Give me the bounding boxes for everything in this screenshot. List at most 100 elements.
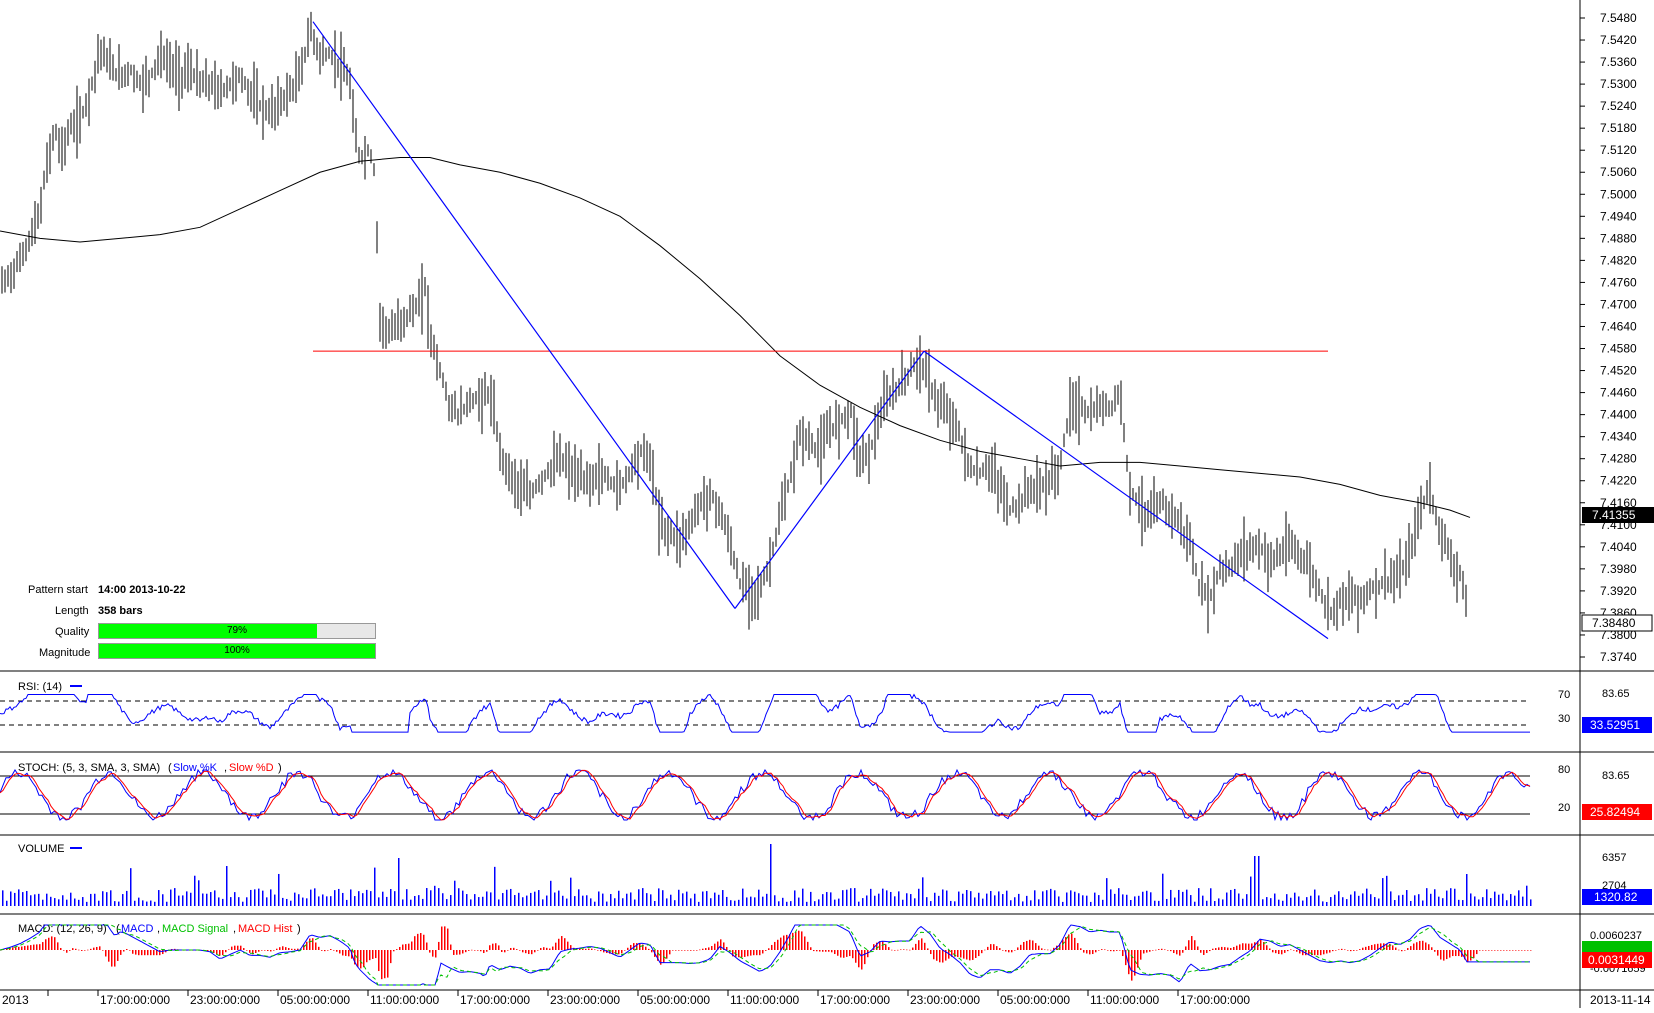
macd-hist-bar	[1314, 950, 1316, 956]
macd-hist-bar	[642, 944, 644, 950]
macd-hist-bar	[117, 950, 119, 961]
macd-hist-bar	[270, 950, 272, 952]
macd-hist-bar	[465, 950, 467, 953]
rsi-value-label: 33.52951	[1590, 718, 1640, 732]
volume-bar	[458, 888, 460, 906]
macd-hist-bar	[111, 950, 113, 967]
macd-hist-bar	[444, 926, 446, 950]
volume-bar	[1334, 894, 1336, 906]
macd-hist-bar	[1068, 934, 1070, 950]
volume-bar	[818, 899, 820, 906]
volume-bar	[1194, 901, 1196, 906]
volume-bar	[906, 893, 908, 906]
macd-hist-bar	[744, 950, 746, 957]
macd-hist-bar	[846, 950, 848, 957]
macd-hist-bar	[1296, 950, 1298, 952]
macd-hist-bar	[1257, 940, 1259, 950]
macd-hist-bar	[1365, 946, 1367, 950]
macd-hist-bar	[600, 950, 602, 952]
volume-bar	[1082, 895, 1084, 906]
volume-bar	[1506, 900, 1508, 906]
volume-bar	[1014, 897, 1016, 906]
macd-hist-bar	[1074, 937, 1076, 950]
macd-hist-bar	[597, 950, 599, 951]
volume-bar	[1246, 894, 1248, 906]
macd-hist-bar	[1107, 950, 1109, 951]
macd-hist-bar	[1479, 950, 1481, 951]
macd-hist-bar	[420, 933, 422, 950]
macd-hist-bar	[696, 950, 698, 951]
volume-bar	[854, 888, 856, 906]
macd-hist-bar	[837, 950, 839, 956]
volume-bar	[974, 897, 976, 906]
volume-bar	[878, 893, 880, 906]
macd-hist-bar	[519, 950, 521, 951]
volume-bar	[938, 895, 940, 906]
macd-hist-bar	[555, 942, 557, 950]
macd-hist-bar	[1149, 950, 1151, 952]
volume-bar	[758, 889, 760, 906]
volume-bar	[250, 889, 252, 906]
volume-bar	[1266, 897, 1268, 906]
price-tick-label: 7.3980	[1600, 562, 1637, 576]
pattern-segment	[923, 350, 1329, 640]
volume-bar	[870, 888, 872, 906]
volume-bar	[742, 888, 744, 906]
volume-bar	[550, 880, 552, 906]
macd-hist-bar	[1179, 950, 1181, 956]
macd-hist-bar	[1182, 950, 1184, 953]
macd-hist-bar	[1155, 949, 1157, 951]
volume-bar	[170, 889, 172, 906]
macd-hist-bar	[936, 950, 938, 961]
volume-bar	[750, 896, 752, 906]
volume-bar	[654, 900, 656, 906]
macd-hist-bar	[1389, 943, 1391, 950]
macd-hist-bar	[885, 944, 887, 950]
macd-hist-bar	[987, 946, 989, 950]
macd-hist-bar	[294, 948, 296, 950]
macd-hist-bar	[699, 949, 701, 951]
macd-hist-bar	[1518, 950, 1520, 951]
volume-bar	[1162, 873, 1164, 906]
macd-hist-bar	[1227, 947, 1229, 950]
volume-bar	[34, 894, 36, 906]
volume-bar	[1514, 895, 1516, 906]
macd-hist-bar	[105, 950, 107, 957]
macd-hist-bar	[978, 950, 980, 957]
volume-bar	[294, 892, 296, 906]
macd-value-label: 0.0031449	[1588, 953, 1645, 967]
macd-hist-bar	[297, 948, 299, 950]
macd-hist-bar	[78, 949, 80, 951]
macd-hist-bar	[1503, 950, 1505, 951]
volume-bar	[714, 892, 716, 906]
volume-bar	[142, 900, 144, 906]
macd-hist-bar	[414, 936, 416, 950]
macd-hist-bar	[339, 950, 341, 954]
volume-bar	[386, 896, 388, 906]
macd-hist-bar	[1440, 950, 1442, 960]
macd-paren-close: )	[297, 923, 301, 935]
volume-bar	[1498, 894, 1500, 906]
macd-hist-bar	[549, 948, 551, 950]
pattern-start-label: Pattern start	[28, 584, 88, 596]
volume-bar	[234, 892, 236, 906]
volume-title: VOLUME	[18, 843, 64, 855]
macd-hist-bar	[1023, 942, 1025, 950]
macd-hist-bar	[903, 949, 905, 950]
macd-hist-bar	[981, 950, 983, 954]
x-tick-label: 05:00:00:000	[1000, 993, 1070, 1007]
volume-bar	[862, 898, 864, 906]
volume-bar	[1486, 889, 1488, 906]
volume-bar	[310, 889, 312, 906]
price-axis: 7.5480 7.5420 7.5360 7.5300 7.5240 7.5180 7.51…	[1580, 11, 1637, 664]
volume-bar	[674, 900, 676, 906]
volume-bar	[594, 901, 596, 906]
volume-bar	[806, 901, 808, 906]
volume-bar	[106, 892, 108, 906]
macd-hist-bar	[546, 947, 548, 950]
volume-bar	[478, 897, 480, 906]
macd-hist-bar	[498, 945, 500, 950]
macd-hist-bar	[1281, 950, 1283, 955]
macd-hist-bar	[930, 950, 932, 955]
